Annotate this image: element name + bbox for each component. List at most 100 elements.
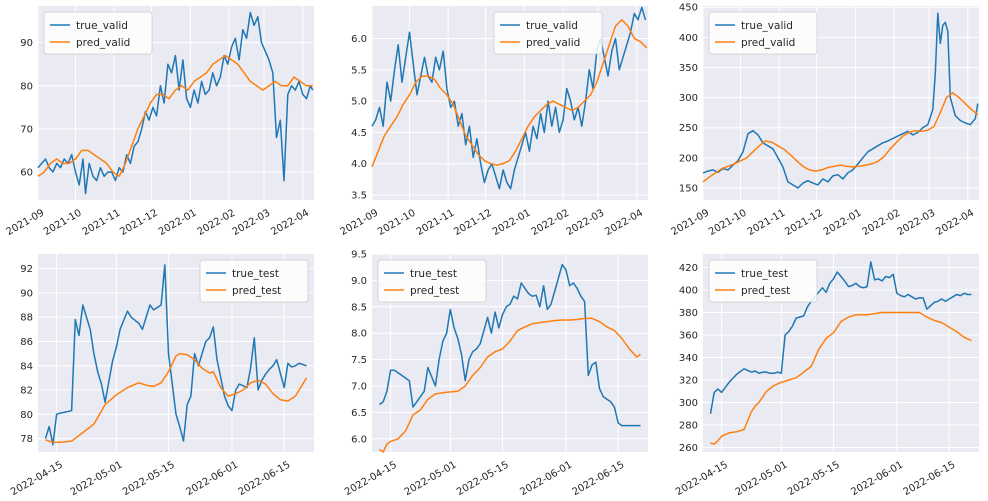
x-tick-label: 2022-06-15: [571, 460, 627, 499]
x-tick-label: 2022-03: [565, 208, 607, 238]
legend: true_valid pred_valid: [708, 11, 818, 55]
series-line-true_valid: [37, 11, 314, 195]
y-tick-label: 420: [679, 263, 698, 274]
y-tick-label: 340: [679, 353, 698, 364]
x-tick-label: 2021-11: [81, 208, 123, 238]
x-tick-label: 2022-05-15: [121, 460, 177, 499]
legend-label: true_test: [741, 268, 788, 280]
legend-label: true_valid: [76, 20, 128, 32]
y-tick-label: 380: [679, 308, 698, 319]
x-tick-label: 2022-05-01: [734, 460, 790, 499]
series-line-pred_test: [45, 352, 308, 444]
legend-box: [43, 11, 153, 55]
chart-valid-1: 607080902021-092021-102021-112021-122022…: [5, 6, 314, 238]
x-tick-label: 2021-10: [707, 208, 749, 238]
legend-box: [708, 259, 818, 303]
y-tick-label: 9.5: [351, 250, 367, 261]
series-line-pred_test: [379, 317, 641, 453]
y-tick-label: 6.0: [351, 34, 367, 45]
x-tick-label: 2022-04-15: [674, 460, 730, 499]
y-tick-label: 82: [20, 386, 33, 397]
x-tick-label: 2021-12: [452, 208, 494, 238]
chart-valid-2: 3.54.04.55.05.56.02021-092021-102021-112…: [339, 6, 648, 238]
x-tick-label: 2022-04-15: [343, 460, 399, 499]
y-tick-label: 400: [679, 286, 698, 297]
y-tick-label: 7.0: [351, 382, 367, 393]
y-tick-label: 4.5: [351, 128, 367, 139]
x-tick-label: 2022-04: [934, 208, 976, 238]
x-tick-label: 2022-05-01: [69, 460, 125, 499]
x-tick-label: 2021-12: [118, 208, 160, 238]
chart-valid-3: 1502002503003504004502021-092021-102021-…: [670, 3, 979, 238]
series-line-true_test: [709, 261, 972, 414]
y-tick-label: 5.5: [351, 65, 367, 76]
y-tick-label: 80: [20, 81, 33, 92]
y-tick-label: 92: [20, 264, 33, 275]
y-tick-label: 9.0: [351, 276, 367, 287]
x-tick-label: 2022-06-15: [237, 460, 293, 499]
y-tick-label: 90: [20, 288, 33, 299]
y-tick-label: 90: [20, 38, 33, 49]
y-tick-label: 250: [679, 123, 698, 134]
x-tick-label: 2021-11: [415, 208, 457, 238]
y-tick-label: 88: [20, 313, 33, 324]
series-line-true_test: [379, 263, 641, 427]
legend-label: pred_test: [410, 285, 459, 297]
x-tick-label: 2022-02: [861, 208, 903, 238]
legend-label: true_valid: [526, 20, 578, 32]
y-tick-label: 6.5: [351, 408, 367, 419]
y-tick-label: 70: [20, 124, 33, 135]
x-tick-label: 2022-01: [157, 208, 199, 238]
legend: true_valid pred_valid: [493, 11, 603, 55]
legend-box: [493, 11, 603, 55]
series-line-pred_test: [710, 311, 972, 445]
series-line-pred_valid: [37, 54, 313, 178]
y-tick-label: 400: [679, 33, 698, 44]
series-line-pred_valid: [371, 19, 648, 168]
y-tick-label: 360: [679, 331, 698, 342]
y-tick-label: 84: [20, 361, 33, 372]
y-tick-label: 3.5: [351, 190, 367, 201]
x-tick-label: 2022-04: [269, 208, 311, 238]
y-tick-label: 4.0: [351, 159, 367, 170]
x-tick-label: 2022-06-01: [849, 460, 905, 499]
x-tick-label: 2022-06-01: [518, 460, 574, 499]
y-tick-label: 8.5: [351, 302, 367, 313]
x-tick-label: 2021-09: [5, 208, 47, 238]
y-tick-label: 8.0: [351, 329, 367, 340]
y-tick-label: 60: [20, 167, 33, 178]
legend-label: true_test: [410, 268, 457, 280]
y-tick-label: 5.0: [351, 97, 367, 108]
x-tick-label: 2021-09: [670, 208, 712, 238]
y-tick-label: 150: [679, 183, 698, 194]
x-tick-label: 2022-05-15: [455, 460, 511, 499]
legend: true_test pred_test: [708, 259, 818, 303]
y-tick-label: 450: [679, 3, 698, 14]
legend-label: pred_test: [232, 285, 281, 297]
x-tick-label: 2022-01: [822, 208, 864, 238]
legend-label: true_valid: [741, 20, 793, 32]
legend-box: [377, 259, 487, 303]
legend-box: [199, 259, 309, 303]
x-tick-label: 2022-02: [196, 208, 238, 238]
y-tick-label: 200: [679, 153, 698, 164]
x-tick-label: 2022-06-01: [184, 460, 240, 499]
x-tick-label: 2021-10: [42, 208, 84, 238]
y-tick-label: 80: [20, 410, 33, 421]
y-tick-label: 350: [679, 63, 698, 74]
x-tick-label: 2021-11: [746, 208, 788, 238]
x-tick-label: 2021-12: [783, 208, 825, 238]
legend-label: true_test: [232, 268, 279, 280]
series-line-pred_valid: [702, 92, 979, 183]
y-tick-label: 78: [20, 434, 33, 445]
y-tick-label: 280: [679, 421, 698, 432]
x-tick-label: 2022-05-01: [403, 460, 459, 499]
x-tick-label: 2022-02: [530, 208, 572, 238]
y-tick-label: 260: [679, 443, 698, 454]
x-tick-label: 2022-03: [231, 208, 273, 238]
x-tick-label: 2022-03: [896, 208, 938, 238]
